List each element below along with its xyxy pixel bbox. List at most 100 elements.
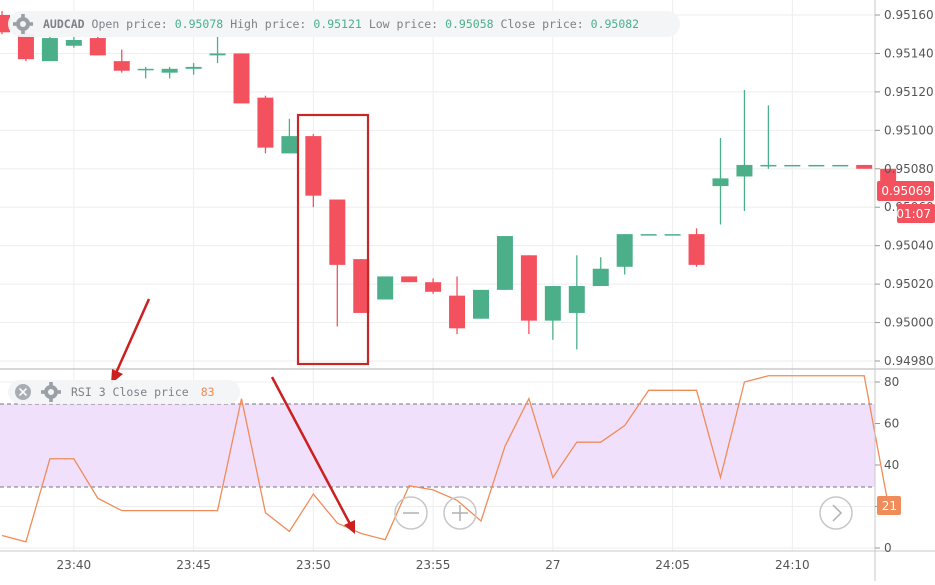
- open-label: Open price:: [92, 17, 168, 31]
- candle-body: [329, 199, 346, 265]
- time-tick-label: 23:45: [176, 558, 211, 572]
- gear-icon[interactable]: [41, 382, 61, 402]
- candle-body: [17, 34, 34, 60]
- candle: [784, 164, 801, 167]
- zoom-in-icon: [452, 505, 468, 521]
- candle: [640, 234, 657, 236]
- candle: [520, 255, 537, 335]
- candle-body: [233, 53, 250, 104]
- price-tick-label: 0.95160: [884, 8, 934, 22]
- rsi-tick-label: 0: [884, 541, 892, 555]
- time-tick-label: 24:05: [655, 558, 690, 572]
- open-value: 0.95078: [175, 17, 224, 31]
- rsi-legend: RSI 3 Close price 83: [8, 380, 240, 404]
- chevron-right-icon: [832, 504, 843, 522]
- candle: [0, 11, 10, 35]
- candle-body: [281, 136, 298, 154]
- scroll-right-button[interactable]: [819, 496, 853, 530]
- close-value: 0.95082: [591, 17, 639, 31]
- candle-body: [640, 234, 657, 236]
- candle-body: [113, 61, 130, 71]
- candle: [832, 164, 849, 167]
- zoom-in-button[interactable]: [443, 496, 477, 530]
- ohlc-legend: AUDCAD Open price: 0.95078 High price: 0.951…: [8, 11, 680, 37]
- candle-body: [473, 289, 489, 319]
- candle: [233, 53, 250, 104]
- candle-body: [161, 68, 178, 73]
- candle: [736, 89, 753, 212]
- candle-body: [257, 97, 274, 148]
- candle: [89, 34, 106, 56]
- candle-body: [616, 234, 633, 267]
- rsi-plot: [1, 375, 889, 543]
- price-axis: 0.95160 0.95140 0.95120 0.95100 0.95080 0.950…: [875, 8, 934, 368]
- candle: [113, 49, 130, 73]
- high-value: 0.95121: [313, 17, 362, 31]
- candle-body: [65, 39, 82, 46]
- candle: [688, 228, 705, 267]
- candle: [568, 255, 585, 350]
- price-tick-label: 0.95120: [884, 85, 934, 99]
- highlight-box: [296, 113, 370, 366]
- candle-body: [0, 15, 10, 33]
- candle-body: [496, 236, 513, 290]
- gear-icon[interactable]: [13, 14, 33, 34]
- time-tick-label: 24:10: [775, 558, 810, 572]
- candle: [760, 105, 777, 169]
- candle: [257, 95, 274, 154]
- price-tick-label: 0.95000: [884, 316, 934, 330]
- countdown-label: 01:07: [896, 207, 931, 221]
- rsi-axis: 806040200: [875, 375, 899, 555]
- candle-body: [760, 164, 777, 167]
- candle: [305, 134, 322, 208]
- rsi-value: 83: [201, 385, 215, 399]
- symbol-label: AUDCAD: [43, 17, 85, 31]
- candle: [425, 278, 442, 294]
- candle: [401, 276, 418, 283]
- candle-body: [688, 234, 705, 265]
- close-icon[interactable]: [15, 384, 31, 400]
- price-tick-label: 0.95100: [884, 123, 934, 137]
- candle: [808, 164, 825, 167]
- candle: [592, 257, 609, 287]
- time-tick-label: 23:40: [57, 558, 92, 572]
- zoom-out-button[interactable]: [394, 496, 428, 530]
- candle-body: [41, 38, 58, 62]
- price-tick-label: 0.95040: [884, 239, 934, 253]
- candle: [161, 66, 178, 79]
- price-tick-label: 0.95020: [884, 277, 934, 291]
- candle-body: [137, 68, 154, 71]
- current-price-tag: 0.95069: [877, 181, 934, 201]
- candle-body: [89, 38, 106, 56]
- candle: [856, 164, 873, 169]
- current-price-label: 0.95069: [881, 184, 931, 198]
- candle-body: [568, 286, 585, 313]
- candle-body: [856, 164, 873, 169]
- candle-body: [425, 282, 442, 292]
- candle: [496, 236, 513, 290]
- price-tick-label: 0.95140: [884, 46, 934, 60]
- candle-body: [712, 178, 729, 187]
- candle-body: [401, 276, 418, 283]
- candle: [137, 66, 154, 79]
- rsi-current-label: 21: [882, 499, 897, 513]
- candle: [473, 289, 489, 319]
- candle: [353, 259, 370, 313]
- time-tick-label: 23:50: [296, 558, 331, 572]
- candle-body: [305, 136, 322, 196]
- candle-body: [185, 66, 202, 69]
- rsi-current-tag: 21: [877, 496, 901, 515]
- candle-body: [784, 164, 801, 167]
- candle-body: [209, 53, 226, 56]
- candle: [377, 276, 394, 300]
- candle-body: [377, 276, 394, 300]
- rsi-tick-label: 60: [884, 417, 899, 431]
- low-value: 0.95058: [445, 17, 494, 31]
- rsi-label: RSI 3 Close price: [71, 385, 189, 399]
- candle-body: [736, 164, 753, 177]
- candle-body: [664, 234, 681, 236]
- rsi-band: [0, 404, 875, 487]
- candle-body: [449, 295, 466, 329]
